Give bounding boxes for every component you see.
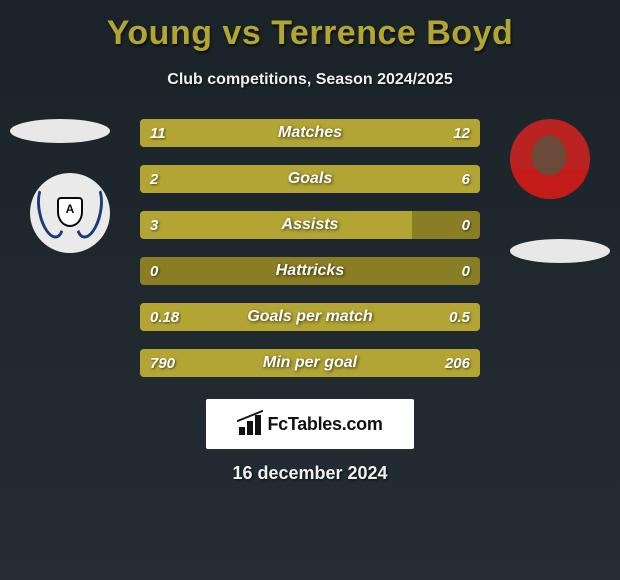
stat-row: 0.180.5Goals per match [140,303,480,331]
stat-fill-left [140,211,412,239]
stat-row: 790206Min per goal [140,349,480,377]
stat-row: 30Assists [140,211,480,239]
stat-value-right: 0 [452,257,480,285]
stat-value-right: 206 [435,349,480,377]
stat-bars: 1112Matches26Goals30Assists00Hattricks0.… [140,119,480,395]
page-title: Young vs Terrence Boyd [0,0,620,53]
stat-value-right: 12 [443,119,480,147]
stat-value-left: 2 [140,165,168,193]
stat-value-left: 0 [140,257,168,285]
avatar-shadow-right [510,239,610,263]
player-right-avatar [510,119,590,199]
stat-row: 26Goals [140,165,480,193]
avatar-shadow-left [10,119,110,143]
stat-value-left: 11 [140,119,176,147]
stat-row: 0 0Hattricks [140,257,480,285]
player-left-avatar [30,173,110,253]
fctables-logo-icon [237,413,263,435]
stat-value-right: 0.5 [439,303,480,331]
brand-badge: FcTables.com [206,399,414,449]
stat-value-left: 790 [140,349,185,377]
stat-value-right: 6 [452,165,480,193]
stat-value-right: 0 [452,211,480,239]
stat-row: 1112Matches [140,119,480,147]
stat-fill-right [225,165,480,193]
stat-label: Hattricks [140,257,480,285]
date-label: 16 december 2024 [0,463,620,484]
club-crest-icon [40,181,100,245]
brand-text: FcTables.com [267,414,382,435]
subtitle: Club competitions, Season 2024/2025 [0,71,620,89]
stat-value-left: 3 [140,211,168,239]
stat-value-left: 0.18 [140,303,189,331]
